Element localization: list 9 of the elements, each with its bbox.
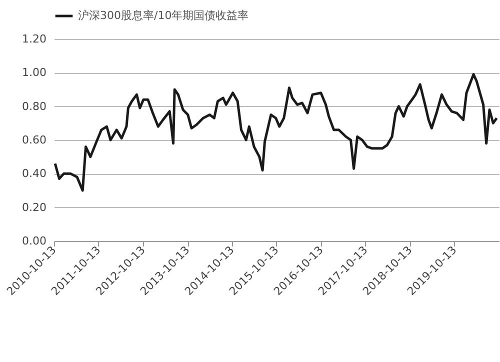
y-tick-label: 0.60 [22, 134, 46, 146]
line-series [54, 73, 498, 192]
y-tick-label: 0.40 [22, 167, 46, 180]
legend-label: 沪深300股息率/10年期国债收益率 [78, 9, 249, 22]
y-tick-label: 0.00 [22, 234, 46, 248]
y-tick-label: 0.80 [22, 100, 46, 113]
y-tick-label: 1.20 [22, 32, 46, 46]
y-tick-label: 0.20 [22, 200, 46, 214]
y-tick-label: 1.00 [22, 66, 46, 80]
